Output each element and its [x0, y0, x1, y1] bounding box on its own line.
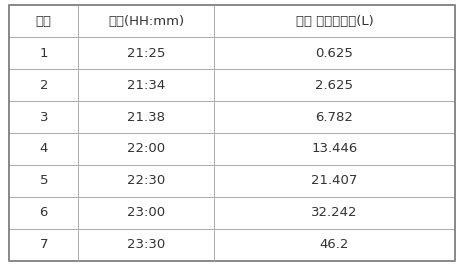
- Text: 13.446: 13.446: [311, 143, 357, 155]
- Text: 21:34: 21:34: [127, 79, 165, 92]
- Text: 3: 3: [39, 111, 48, 123]
- Text: 21:25: 21:25: [127, 47, 165, 60]
- Text: 1: 1: [39, 47, 48, 60]
- Text: 22:30: 22:30: [127, 174, 165, 187]
- Text: 6: 6: [39, 206, 48, 219]
- Text: 21.407: 21.407: [311, 174, 357, 187]
- Text: 23:30: 23:30: [127, 238, 165, 251]
- Text: 구분: 구분: [36, 15, 52, 28]
- Text: 5: 5: [39, 174, 48, 187]
- Text: 46.2: 46.2: [319, 238, 348, 251]
- Text: 23:00: 23:00: [127, 206, 165, 219]
- Text: 32.242: 32.242: [311, 206, 357, 219]
- Text: 2: 2: [39, 79, 48, 92]
- Text: 6.782: 6.782: [315, 111, 353, 123]
- Text: 2.625: 2.625: [315, 79, 353, 92]
- FancyBboxPatch shape: [9, 5, 454, 261]
- Text: 4: 4: [39, 143, 48, 155]
- Text: 21.38: 21.38: [127, 111, 165, 123]
- Text: 0.625: 0.625: [315, 47, 353, 60]
- Text: 22:00: 22:00: [127, 143, 165, 155]
- Text: 7: 7: [39, 238, 48, 251]
- Text: 시간(HH:mm): 시간(HH:mm): [108, 15, 184, 28]
- Text: 적산 수소발생량(L): 적산 수소발생량(L): [295, 15, 373, 28]
